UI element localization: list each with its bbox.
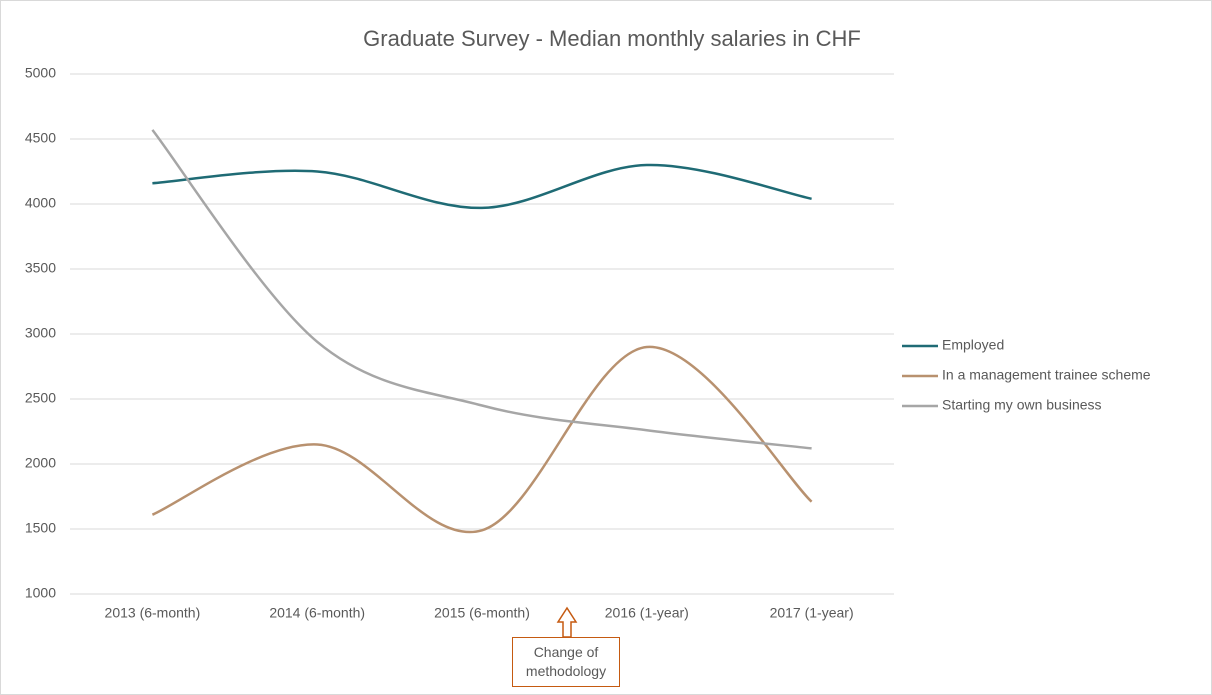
x-tick-label: 2015 (6-month) <box>434 605 530 621</box>
y-tick-label: 1000 <box>25 585 56 601</box>
legend-label: Starting my own business <box>942 397 1102 413</box>
y-tick-label: 3000 <box>25 325 56 341</box>
y-tick-label: 4500 <box>25 130 56 146</box>
y-tick-label: 5000 <box>25 65 56 81</box>
series-line <box>151 345 813 534</box>
series-line <box>151 129 812 450</box>
legend-label: Employed <box>942 337 1004 353</box>
y-tick-label: 2500 <box>25 390 56 406</box>
x-tick-label: 2016 (1-year) <box>605 605 689 621</box>
series-line <box>152 163 812 210</box>
y-tick-label: 3500 <box>25 260 56 276</box>
y-tick-label: 2000 <box>25 455 56 471</box>
annotation: Change of methodology <box>512 637 620 687</box>
x-tick-label: 2013 (6-month) <box>105 605 201 621</box>
y-tick-label: 1500 <box>25 520 56 536</box>
chart-title: Graduate Survey - Median monthly salarie… <box>363 26 861 51</box>
legend-label: In a management trainee scheme <box>942 367 1151 383</box>
y-tick-label: 4000 <box>25 195 56 211</box>
x-tick-label: 2014 (6-month) <box>269 605 365 621</box>
x-tick-label: 2017 (1-year) <box>770 605 854 621</box>
